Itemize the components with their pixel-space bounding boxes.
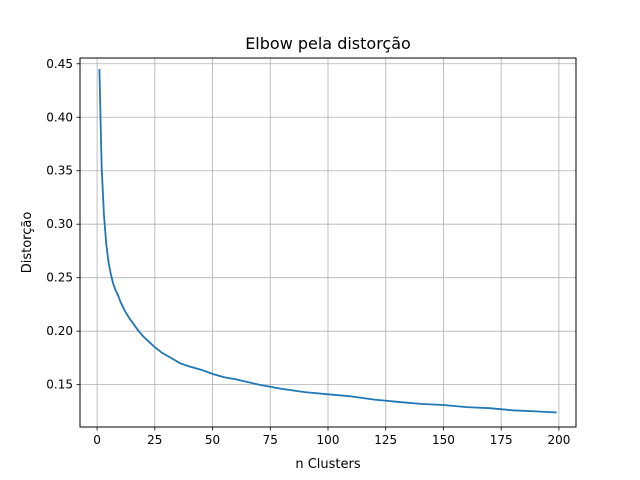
grid [80,58,576,427]
x-tick-label: 0 [93,433,101,447]
x-tick-label: 125 [374,433,397,447]
x-tick-label: 150 [432,433,455,447]
x-tick-label: 75 [263,433,278,447]
y-axis-ticks: 0.15 0.20 0.25 0.30 0.35 0.40 0.45 [46,57,80,392]
series-line [98,69,557,414]
x-axis-ticks: 0 25 50 75 100 125 150 175 200 [93,427,570,447]
y-axis-label: Distorção [20,212,35,274]
y-tick-label: 0.15 [46,378,73,392]
y-tick-label: 0.35 [46,164,73,178]
x-tick-label: 200 [547,433,570,447]
y-tick-label: 0.20 [46,324,73,338]
series-layer [98,69,557,414]
x-tick-label: 175 [490,433,513,447]
y-tick-label: 0.30 [46,217,73,231]
chart-title: Elbow pela distorção [245,34,411,53]
x-tick-label: 50 [205,433,220,447]
y-tick-label: 0.25 [46,271,73,285]
y-tick-label: 0.40 [46,110,73,124]
x-tick-label: 25 [147,433,162,447]
x-tick-label: 100 [317,433,340,447]
y-tick-label: 0.45 [46,57,73,71]
x-axis-label: n Clusters [295,457,361,472]
